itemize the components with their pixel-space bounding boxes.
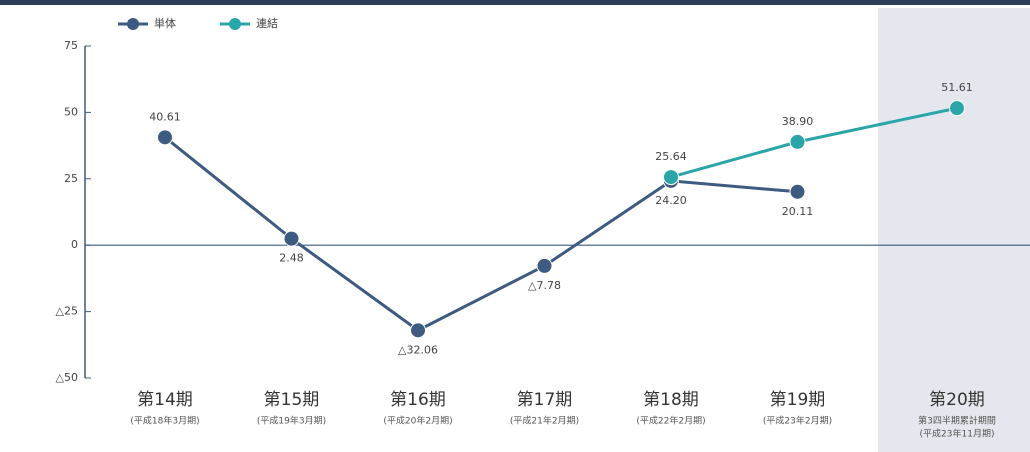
data-label: 24.20	[655, 194, 687, 207]
x-tick-label: 第19期	[770, 390, 826, 410]
y-tick-label: 25	[64, 172, 78, 185]
y-tick-label: 75	[64, 39, 78, 52]
data-point	[157, 129, 173, 146]
top-rule	[0, 0, 1030, 5]
x-tick-label: 第16期	[390, 390, 446, 410]
data-point	[536, 257, 553, 274]
legend-label: 連結	[256, 16, 278, 30]
data-point	[949, 100, 965, 117]
x-tick-label: 第15期	[264, 390, 320, 410]
data-label: 20.11	[782, 205, 814, 218]
x-tick-note: (平成23年2月期)	[763, 415, 832, 427]
y-tick-label: 50	[64, 105, 78, 118]
data-label: △32.06	[398, 343, 438, 356]
legend-marker	[127, 18, 139, 30]
forecast-band	[878, 8, 1030, 452]
x-tick-note: 第3四半期累計期間	[918, 415, 996, 427]
data-point	[789, 183, 806, 200]
legend-marker	[229, 18, 241, 30]
data-label: 2.48	[279, 252, 304, 265]
y-tick-label: △25	[56, 305, 78, 318]
data-label: △7.78	[528, 279, 561, 292]
x-tick-note: (平成21年2月期)	[510, 415, 579, 427]
data-point	[789, 133, 806, 150]
legend-label: 単体	[154, 16, 176, 30]
x-tick-label: 第18期	[643, 390, 699, 410]
x-tick-label: 第14期	[137, 390, 193, 410]
data-label: 25.64	[655, 150, 687, 163]
x-tick-note: (平成23年11月期)	[920, 428, 995, 440]
y-tick-label: 0	[71, 238, 78, 251]
x-tick-label: 第17期	[517, 390, 573, 410]
x-tick-label: 第20期	[929, 390, 985, 410]
data-point	[663, 169, 679, 186]
x-tick-note: (平成20年2月期)	[383, 415, 452, 427]
x-tick-note: (平成18年3月期)	[130, 415, 199, 427]
data-point	[410, 322, 426, 339]
y-tick-label: △50	[56, 371, 78, 384]
data-label: 51.61	[941, 81, 973, 94]
data-label: 40.61	[149, 110, 181, 123]
data-label: 38.90	[782, 115, 814, 128]
series-line	[164, 136, 798, 333]
data-point	[283, 230, 300, 247]
x-tick-note: (平成19年3月期)	[257, 415, 326, 427]
x-tick-note: (平成22年2月期)	[636, 415, 705, 427]
